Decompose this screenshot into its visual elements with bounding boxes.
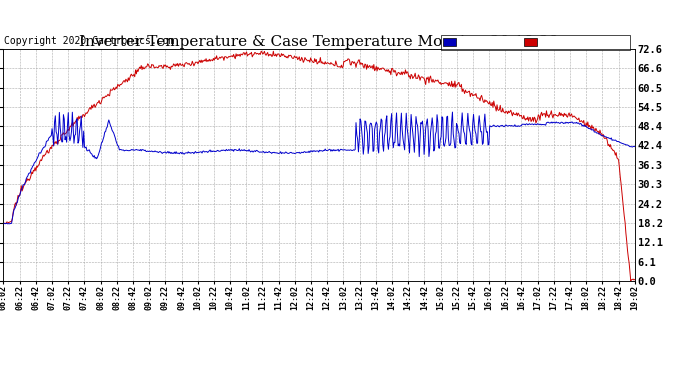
Text: Copyright 2020 Cartronics.com: Copyright 2020 Cartronics.com bbox=[4, 36, 175, 46]
Title: Inverter Temperature & Case Temperature Mon Apr 20 19:29: Inverter Temperature & Case Temperature … bbox=[79, 35, 559, 49]
Legend: Case  (°C), Inverter  (°C): Case (°C), Inverter (°C) bbox=[441, 35, 629, 50]
